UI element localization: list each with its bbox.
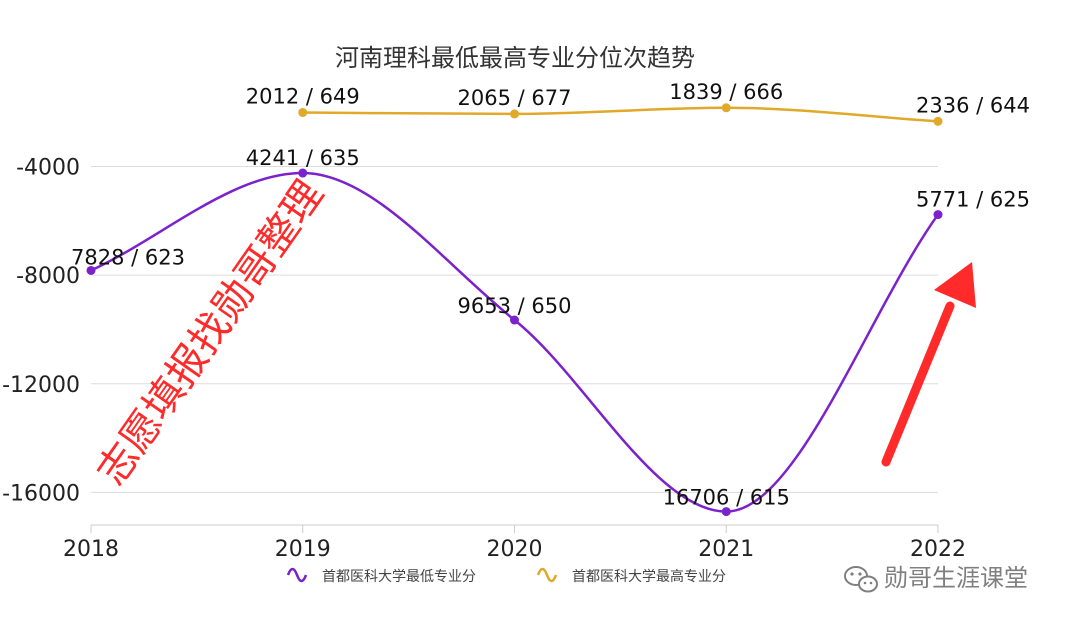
x-tick-label: 2021	[698, 537, 754, 562]
branding: 勋哥生涯课堂	[844, 564, 1028, 593]
data-label: 5771 / 625	[916, 188, 1030, 212]
y-axis: -4000 -8000 -12000 -16000	[2, 155, 80, 506]
branding-text: 勋哥生涯课堂	[884, 564, 1028, 592]
data-label: 2012 / 649	[246, 84, 360, 108]
grid-layer	[91, 165, 938, 493]
x-tick-label: 2019	[275, 537, 331, 562]
wechat-icon	[844, 566, 878, 593]
watermark-text: 志愿填报找勋哥整理	[89, 172, 333, 493]
y-tick-label: -8000	[16, 264, 80, 289]
data-point	[510, 315, 519, 325]
series-line-1	[90, 171, 940, 513]
y-tick-label: -4000	[16, 155, 80, 180]
point-layer	[86, 103, 943, 517]
legend-label: 首都医科大学最高专业分	[572, 568, 726, 585]
data-label: 16706 / 615	[663, 486, 790, 510]
y-tick-label: -16000	[2, 481, 80, 506]
legend-swatch	[536, 567, 558, 583]
data-label: 1839 / 666	[669, 80, 783, 104]
x-axis: 2018 2019 2020 2021 2022	[63, 524, 966, 562]
red-arrow-annotation	[881, 262, 976, 467]
data-label: 2065 / 677	[458, 86, 572, 110]
legend-label: 首都医科大学最低专业分	[322, 569, 476, 585]
data-label: 4241 / 635	[246, 146, 360, 170]
x-tick-label: 2020	[487, 537, 543, 562]
data-label: 7828 / 623	[71, 245, 185, 269]
x-tick-label: 2018	[63, 537, 119, 562]
data-label: 2336 / 644	[916, 93, 1030, 117]
data-point	[298, 168, 308, 178]
data-point	[721, 103, 731, 113]
x-tick-label: 2022	[910, 537, 966, 562]
data-point	[298, 107, 308, 117]
series-line-2	[302, 106, 939, 123]
data-point	[933, 210, 943, 220]
data-point	[721, 507, 731, 517]
legend-swatch	[286, 567, 308, 583]
chart-title: 河南理科最低最高专业分位次趋势	[335, 44, 695, 72]
data-label: 9653 / 650	[458, 294, 572, 318]
data-point	[86, 265, 96, 275]
data-label-layer: 7828 / 623 4241 / 635 9653 / 650 16706 / 61…	[71, 80, 1030, 510]
data-point	[510, 109, 519, 119]
data-point	[933, 116, 943, 126]
series-layer	[90, 106, 940, 513]
y-tick-label: -12000	[2, 373, 80, 398]
legend: 首都医科大学最低专业分 首都医科大学最高专业分	[286, 567, 726, 585]
